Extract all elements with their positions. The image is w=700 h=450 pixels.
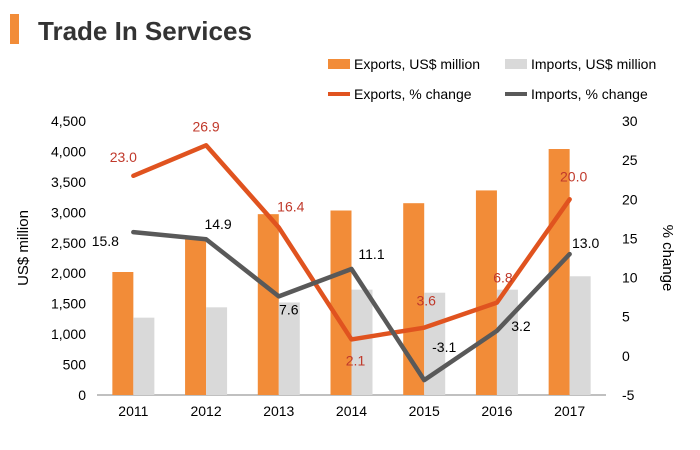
imports-bar-2011 [133, 317, 155, 395]
exports-change-label-2015: 3.6 [416, 293, 436, 309]
y-right-tick-label: 25 [622, 152, 638, 168]
exports-bar-2014 [330, 210, 352, 395]
exports-change-line [131, 143, 572, 342]
y-right-tick-label: 15 [622, 230, 638, 246]
y-right-tick-label: 20 [622, 191, 638, 207]
y-left-tick-label: 1,000 [51, 326, 86, 342]
imports-change-label-2017: 13.0 [572, 235, 599, 251]
x-tick-label: 2015 [409, 403, 440, 419]
lines: 23.0 26.9 16.4 2.1 3.6 6.8 20.0 15.8 14.9 7.6 11.1… [92, 118, 599, 383]
legend-label: Exports, % change [354, 86, 472, 102]
x-tick-label: 2014 [336, 403, 367, 419]
x-tick-label: 2012 [190, 403, 221, 419]
y-left-tick-label: 4,000 [51, 143, 86, 159]
exports-change-label-2012: 26.9 [192, 118, 219, 134]
imports-bar-2012 [206, 307, 228, 395]
y-right-tick-label: 30 [622, 113, 638, 129]
y-right-tick-label: 5 [622, 309, 630, 325]
bars [112, 149, 591, 395]
y-left-tick-label: 4,500 [51, 113, 86, 129]
chart-title: Trade In Services [38, 16, 252, 46]
imports-change-label-2012: 14.9 [204, 216, 231, 232]
exports-bar-2012 [185, 239, 207, 395]
y-left-tick-label: 1,500 [51, 296, 86, 312]
y-left-tick-label: 2,000 [51, 265, 86, 281]
y-axis-left-label: US$ million [15, 210, 32, 286]
imports-change-label-2011: 15.8 [92, 233, 119, 249]
x-tick-label: 2017 [554, 403, 585, 419]
exports-bar-2013 [257, 214, 279, 395]
legend-label: Exports, US$ million [354, 56, 480, 72]
y-axis-right-label: % change [659, 225, 676, 292]
exports-change-label-2011: 23.0 [110, 149, 137, 165]
exports-bar-2015 [403, 203, 425, 395]
axes: 0 500 1,000 1,500 2,000 2,500 3,000 3,500 4,000 4… [51, 113, 638, 419]
legend: Exports, US$ million Imports, US$ million… [328, 56, 656, 102]
y-right-tick-label: -5 [622, 387, 635, 403]
imports-change-label-2015: -3.1 [432, 339, 456, 355]
x-tick-label: 2013 [263, 403, 294, 419]
title-accent-bar [10, 14, 19, 44]
y-left-tick-label: 0 [78, 387, 86, 403]
y-left-tick-label: 3,500 [51, 174, 86, 190]
y-right-tick-label: 0 [622, 348, 630, 364]
imports-change-label-2016: 3.2 [511, 318, 531, 334]
imports-change-line [131, 229, 572, 383]
y-right-tick-label: 10 [622, 270, 638, 286]
x-tick-label: 2016 [481, 403, 512, 419]
exports-change-label-2017: 20.0 [560, 168, 587, 184]
imports-change-label-2013: 7.6 [279, 301, 299, 317]
y-left-tick-label: 3,000 [51, 204, 86, 220]
exports-bar-2011 [112, 272, 134, 395]
imports-bar-2013 [278, 302, 300, 395]
x-tick-label: 2011 [118, 403, 148, 419]
imports-bar-2017 [569, 276, 591, 395]
imports-bar-2016 [496, 289, 518, 395]
exports-change-label-2014: 2.1 [346, 352, 366, 368]
exports-change-label-2016: 6.8 [493, 270, 513, 286]
exports-bar-2016 [475, 190, 497, 395]
exports-change-label-2013: 16.4 [277, 198, 304, 214]
legend-label: Imports, % change [531, 86, 648, 102]
imports-bar-2014 [351, 289, 373, 395]
legend-label: Imports, US$ million [531, 56, 656, 72]
legend-swatch [505, 59, 527, 69]
imports-change-label-2014: 11.1 [358, 246, 384, 262]
y-left-tick-label: 500 [63, 357, 87, 373]
y-left-tick-label: 2,500 [51, 235, 86, 251]
legend-swatch [328, 59, 350, 69]
